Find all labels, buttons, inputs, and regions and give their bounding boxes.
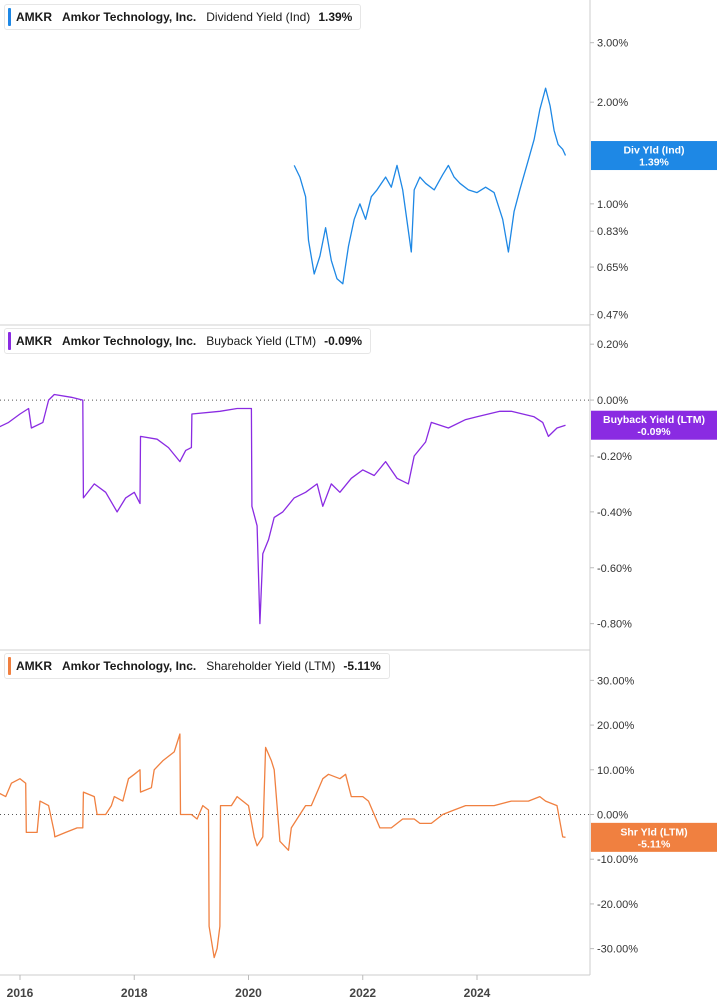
legend-metric: Shareholder Yield (LTM) xyxy=(206,659,336,673)
value-tag-value: -5.11% xyxy=(638,838,671,850)
legend-company: Amkor Technology, Inc. xyxy=(62,659,197,673)
value-tag: Shr Yld (LTM)-5.11% xyxy=(591,822,717,852)
legend-metric: Dividend Yield (Ind) xyxy=(206,10,311,24)
legend-value: -0.09% xyxy=(324,334,363,348)
y-tick-label: -10.00% xyxy=(597,854,638,866)
y-tick-label: -0.60% xyxy=(597,563,632,575)
legend-company: Amkor Technology, Inc. xyxy=(62,334,197,348)
value-tag-label: Shr Yld (LTM) xyxy=(620,826,687,838)
y-tick-label: -0.80% xyxy=(597,619,632,631)
series-line xyxy=(0,393,566,625)
series-line xyxy=(293,87,567,285)
y-tick-label: 0.47% xyxy=(597,310,628,322)
y-tick-label: 0.20% xyxy=(597,339,628,351)
y-tick-label: 0.00% xyxy=(597,395,628,407)
y-tick-label: -30.00% xyxy=(597,944,638,956)
y-tick-label: -0.20% xyxy=(597,451,632,463)
series-line xyxy=(0,733,566,959)
x-tick-label: 2016 xyxy=(7,986,34,1000)
legend-value: -5.11% xyxy=(343,659,381,673)
legend-company: Amkor Technology, Inc. xyxy=(62,10,197,24)
y-tick-label: -20.00% xyxy=(597,899,638,911)
value-tag: Div Yld (Ind)1.39% xyxy=(591,141,717,171)
value-tag-label: Buyback Yield (LTM) xyxy=(603,414,705,426)
y-tick-label: 3.00% xyxy=(597,38,628,50)
shareholder-legend: AMKR Amkor Technology, Inc. Shareholder … xyxy=(4,653,390,679)
shareholder-swatch xyxy=(8,657,11,675)
legend-ticker: AMKR xyxy=(16,10,52,24)
value-tag-box xyxy=(591,410,717,440)
y-tick-label: -0.40% xyxy=(597,507,632,519)
legend-ticker: AMKR xyxy=(16,334,52,348)
dividend-legend: AMKR Amkor Technology, Inc. Dividend Yie… xyxy=(4,4,362,30)
dividend-swatch xyxy=(8,8,11,26)
y-tick-label: 0.65% xyxy=(597,262,628,274)
value-tag-box xyxy=(591,822,717,852)
y-tick-label: 0.00% xyxy=(597,810,628,822)
x-tick-label: 2020 xyxy=(235,986,262,1000)
x-tick-label: 2022 xyxy=(349,986,376,1000)
y-tick-label: 10.00% xyxy=(597,765,635,777)
legend-value: 1.39% xyxy=(318,10,353,24)
legend-ticker: AMKR xyxy=(16,659,52,673)
y-tick-label: 20.00% xyxy=(597,720,635,732)
y-tick-label: 0.83% xyxy=(597,226,628,238)
value-tag-box xyxy=(591,141,717,171)
buyback-legend: AMKR Amkor Technology, Inc. Buyback Yiel… xyxy=(4,328,372,354)
legend-metric: Buyback Yield (LTM) xyxy=(206,334,317,348)
value-tag-label: Div Yld (Ind) xyxy=(623,145,684,157)
value-tag: Buyback Yield (LTM)-0.09% xyxy=(591,410,717,440)
x-tick-label: 2018 xyxy=(121,986,148,1000)
x-tick-label: 2024 xyxy=(464,986,491,1000)
buyback-swatch xyxy=(8,332,11,350)
y-tick-label: 30.00% xyxy=(597,675,635,687)
y-tick-label: 2.00% xyxy=(597,97,628,109)
value-tag-value: -0.09% xyxy=(637,426,671,438)
value-tag-value: 1.39% xyxy=(639,157,669,169)
y-tick-label: 1.00% xyxy=(597,199,628,211)
